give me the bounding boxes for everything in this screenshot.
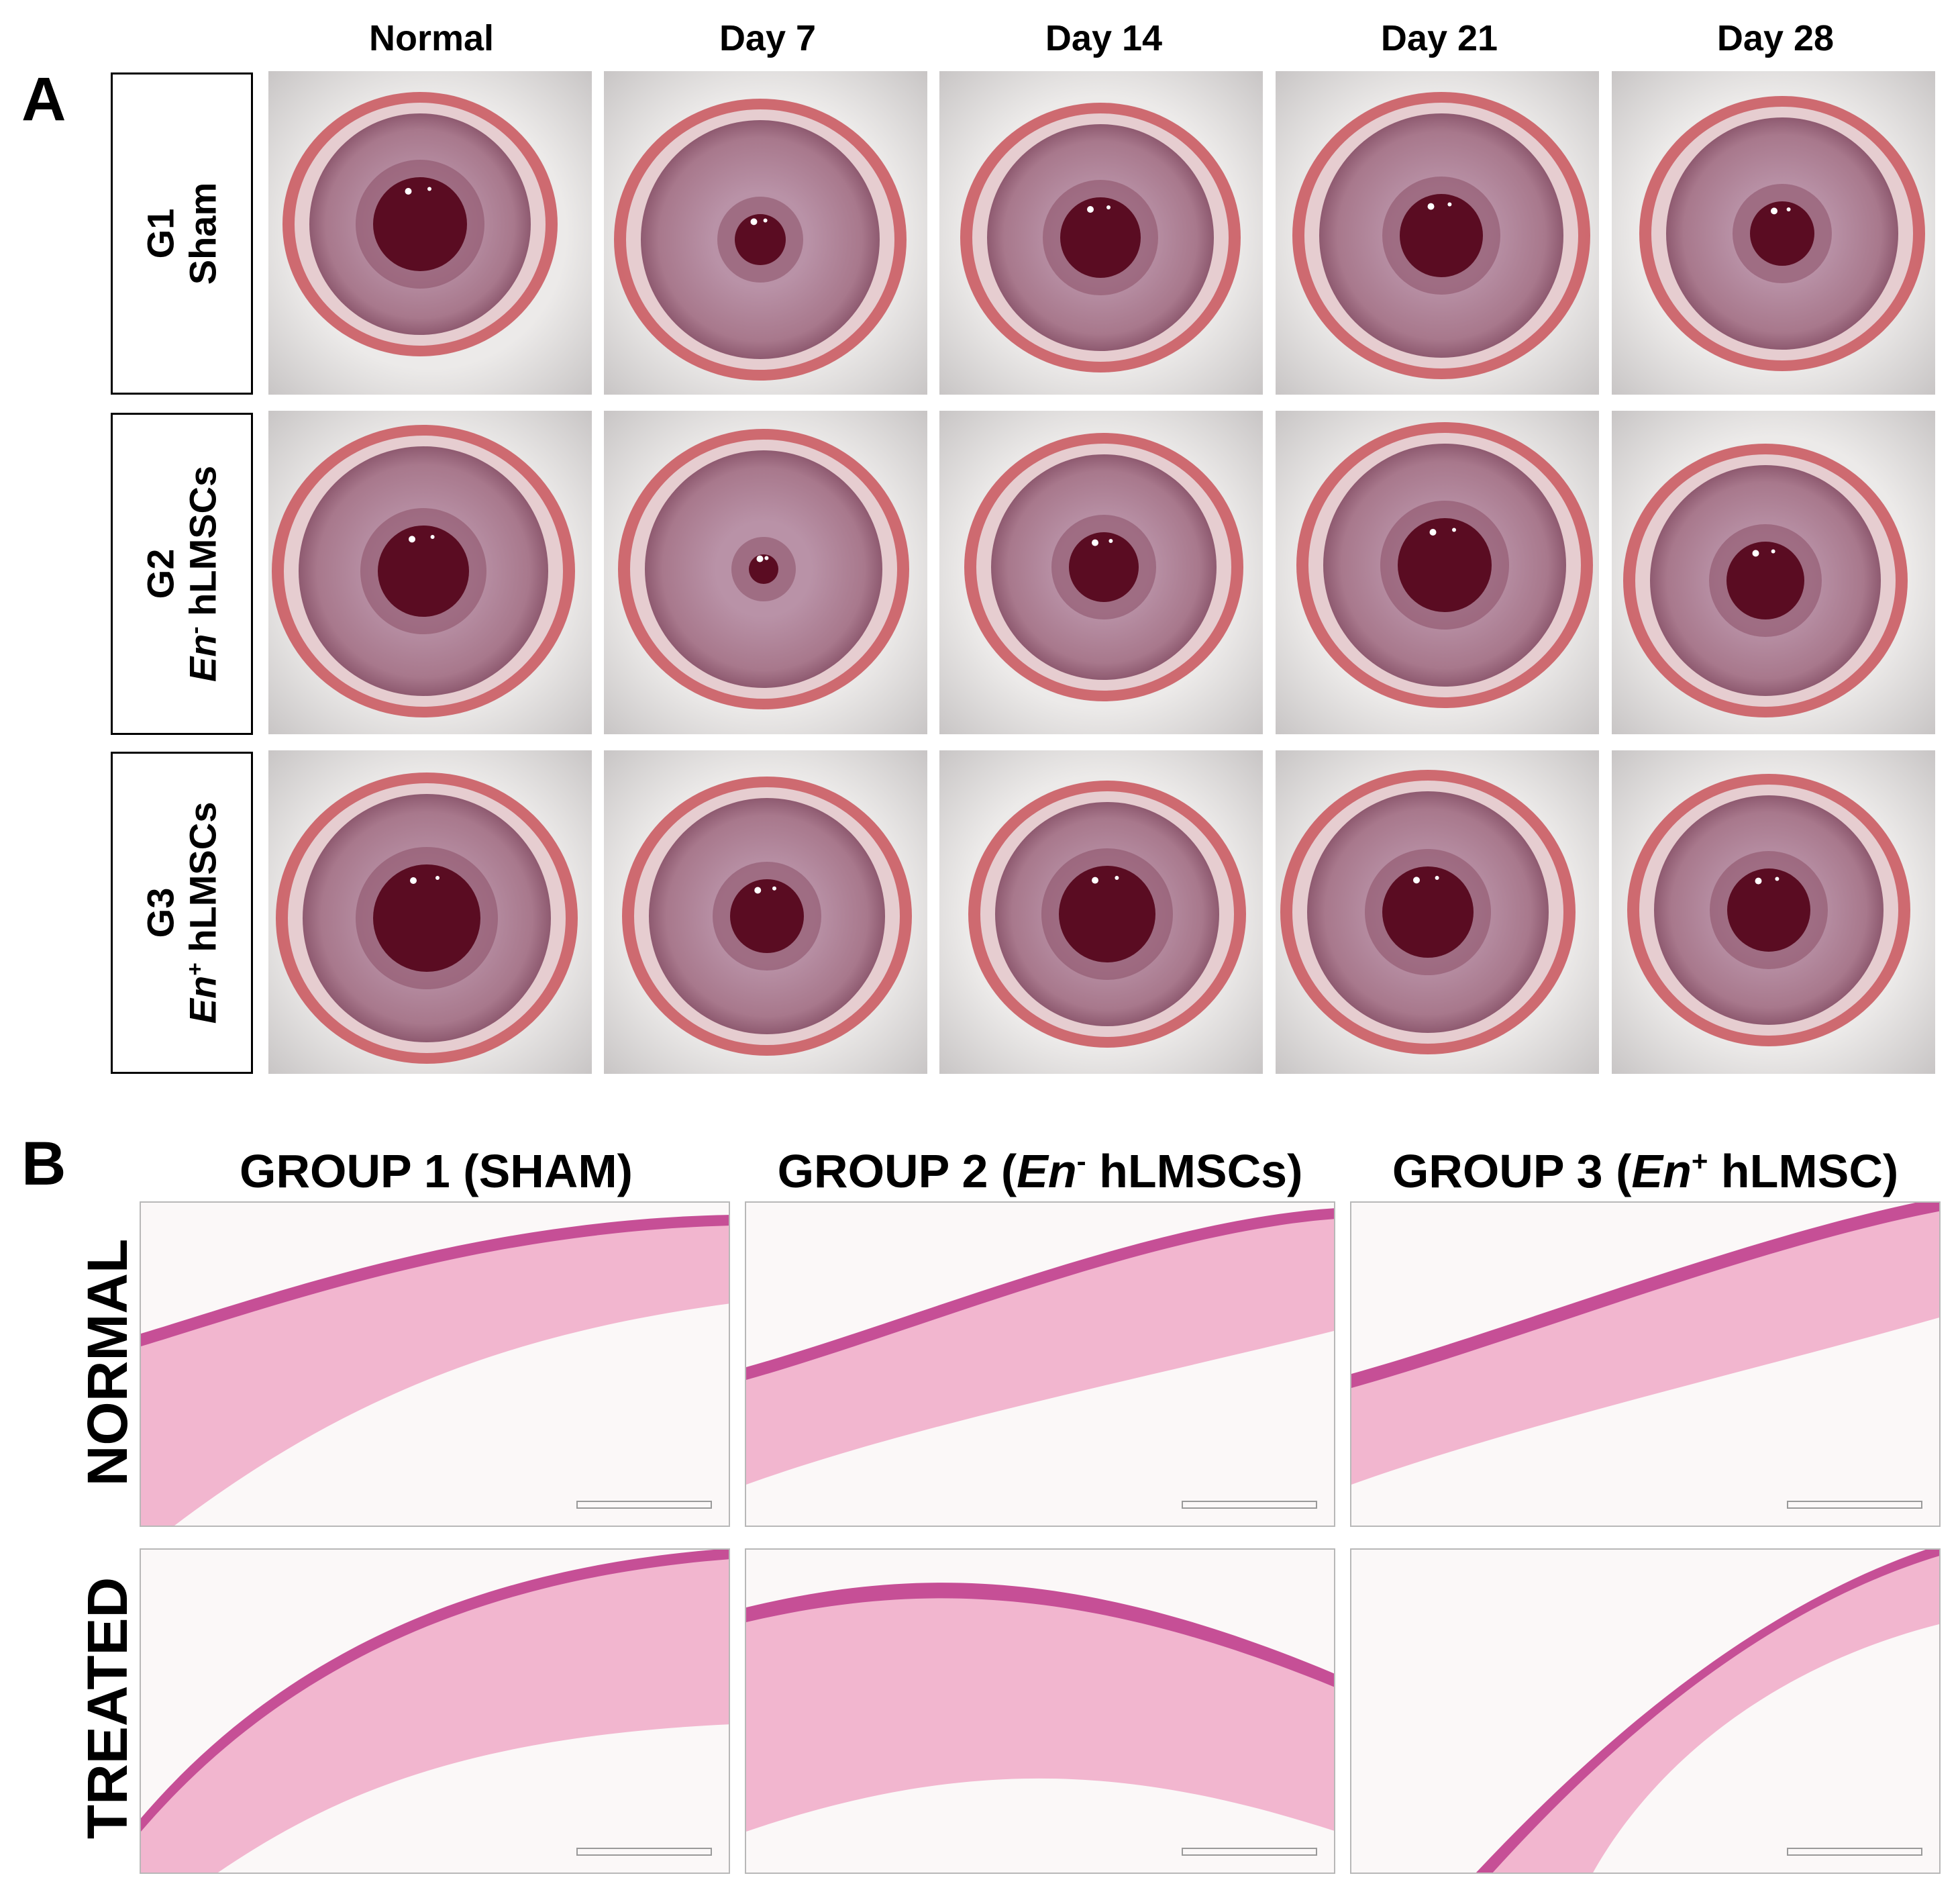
histology-section-icon — [1350, 1548, 1941, 1874]
eye-photo-icon — [604, 750, 927, 1074]
histology-section-icon — [745, 1548, 1335, 1874]
eye-photo-icon — [268, 750, 592, 1074]
panel-b-letter: B — [21, 1130, 66, 1198]
row-g2-line2: En- hLMSCs — [181, 465, 223, 683]
eye-photo-icon — [939, 411, 1263, 734]
group3-header: GROUP 3 (En+ hLMSC) — [1392, 1145, 1899, 1197]
eye-photo-icon — [1276, 750, 1599, 1074]
row-label-g2: G2 En- hLMSCs — [111, 413, 253, 735]
row-g1-line1: G1 — [139, 208, 182, 259]
eye-photo-icon — [604, 71, 927, 395]
row-g2-line1: G2 — [139, 548, 182, 599]
column-header-day7: Day 7 — [719, 18, 817, 58]
group2-header: GROUP 2 (En- hLMSCs) — [777, 1145, 1303, 1197]
histology-section-icon — [745, 1201, 1335, 1527]
histology-section-icon — [140, 1201, 730, 1527]
panel-a-letter: A — [21, 65, 66, 134]
eye-photo-icon — [1276, 411, 1599, 734]
histology-section-icon — [1350, 1201, 1941, 1527]
eye-photo-icon — [1612, 71, 1935, 395]
column-header-day14: Day 14 — [1045, 18, 1163, 58]
row-g1-line2: Sham — [181, 182, 223, 285]
eye-photo-icon — [1612, 750, 1935, 1074]
column-header-normal: Normal — [368, 18, 495, 58]
eye-photo-icon — [1276, 71, 1599, 395]
eye-photo-icon — [1612, 411, 1935, 734]
column-header-day21: Day 21 — [1380, 18, 1498, 58]
eye-photo-icon — [268, 411, 592, 734]
row-g3-line1: G3 — [139, 887, 182, 938]
column-header-day28: Day 28 — [1716, 18, 1835, 58]
eye-photo-icon — [268, 71, 592, 395]
eye-photo-icon — [939, 71, 1263, 395]
eye-photo-icon — [604, 411, 927, 734]
row-label-g3: G3 En+ hLMSCs — [111, 752, 253, 1074]
row-g3-line2: En+ hLMSCs — [181, 801, 223, 1024]
row-label-g1: G1 Sham — [111, 72, 253, 395]
histology-section-icon — [140, 1548, 730, 1874]
group1-header: GROUP 1 (SHAM) — [240, 1145, 633, 1197]
eye-photo-icon — [939, 750, 1263, 1074]
